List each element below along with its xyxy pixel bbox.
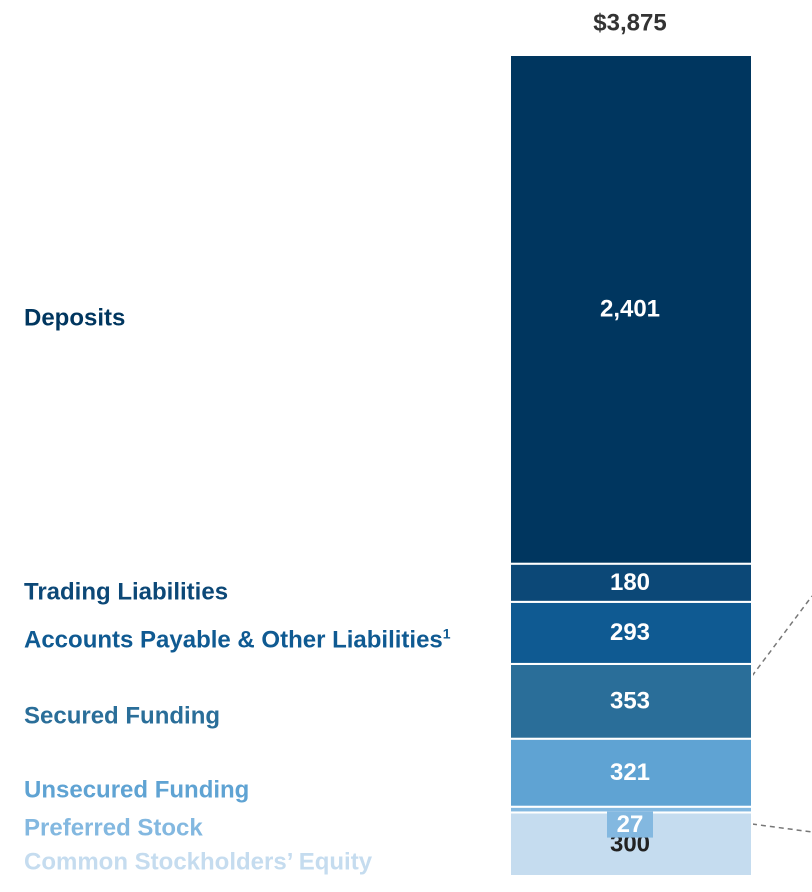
category-label: Unsecured Funding [24,777,454,804]
connector-line [751,595,812,677]
value-label: 2,401 [600,296,660,323]
value-label: 180 [610,569,650,596]
value-label-box [607,811,653,838]
total-label: $3,875 [593,9,666,36]
bar-segment [509,737,753,808]
category-text: Secured Funding [24,702,221,730]
category-text: Unsecured Funding [24,776,250,804]
footnote-marker: 1 [442,625,451,642]
value-label: 321 [610,759,650,786]
category-label: Accounts Payable & Other Liabilities1 [24,627,454,654]
value-label: 353 [610,688,650,715]
category-text: Accounts Payable & Other Liabilities [24,626,443,654]
category-text: Deposits [24,304,126,332]
category-text: Common Stockholders’ Equity [24,848,373,876]
category-label: Common Stockholders’ Equity [24,849,454,876]
category-label: Preferred Stock [24,815,454,842]
category-label: Trading Liabilities [24,579,454,606]
bar-segment [509,54,753,565]
value-label: 27 [617,811,644,838]
category-text: Preferred Stock [24,814,203,842]
category-label: Deposits [24,305,454,332]
category-label: Secured Funding [24,703,454,730]
category-text: Trading Liabilities [24,578,229,606]
connector-line [751,823,812,833]
value-label: 293 [610,619,650,646]
